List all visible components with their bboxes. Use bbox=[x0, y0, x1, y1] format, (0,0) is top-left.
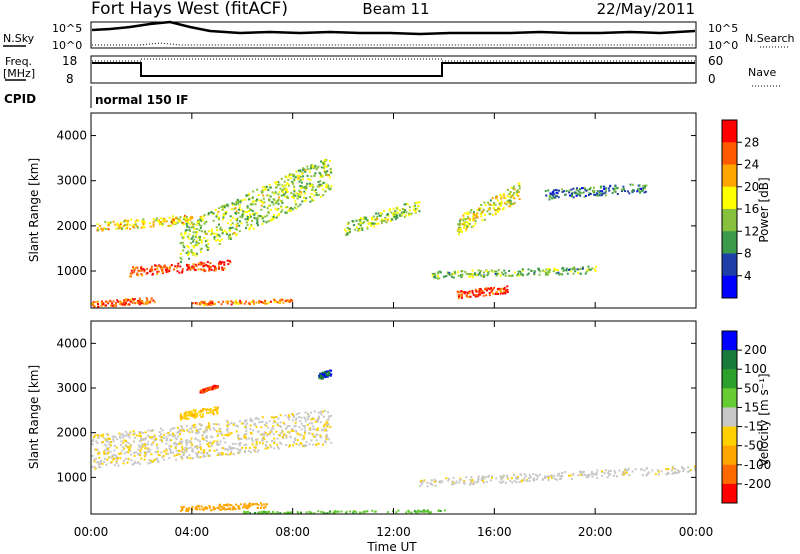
power-ytick-label: 4000 bbox=[56, 129, 87, 143]
velocity-ytick-label: 1000 bbox=[56, 470, 87, 484]
xtick-label: 16:00 bbox=[477, 525, 512, 539]
beam-label: Beam 11 bbox=[362, 0, 429, 18]
velocity-panel: Slant Range [km] 1000 2000 3000 4000 bbox=[27, 320, 697, 515]
freq-panel: Freq. [MHz] 18 8 60 0 Nave bbox=[3, 54, 780, 87]
colorbar-tick-label: -100 bbox=[744, 458, 771, 472]
velocity-ytick-label: 2000 bbox=[56, 426, 87, 440]
xtick-label: 08:00 bbox=[275, 525, 310, 539]
nave-label: Nave bbox=[748, 66, 776, 79]
nave-tick-0: 0 bbox=[708, 72, 716, 86]
nsky-trace bbox=[91, 20, 696, 36]
date-label: 22/May/2011 bbox=[597, 0, 695, 18]
velocity-colorbar-title: Velocity [m s⁻¹] bbox=[757, 373, 771, 466]
xlabel: Time UT bbox=[366, 540, 417, 554]
freq-tick-18: 18 bbox=[62, 54, 77, 68]
colorbar-tick-label: 200 bbox=[744, 343, 767, 357]
x-axis: 00:00 04:00 08:00 12:00 16:00 20:00 00:00 bbox=[74, 113, 714, 539]
colorbar-tick-label: 28 bbox=[744, 135, 759, 149]
velocity-ytick-label: 3000 bbox=[56, 381, 87, 395]
ylabel-power: Slant Range [km] bbox=[27, 158, 41, 262]
nave-tick-60: 60 bbox=[708, 54, 723, 68]
xtick-label: 04:00 bbox=[175, 525, 210, 539]
noise-tick-high: 10^5 bbox=[52, 22, 82, 35]
power-ytick-label: 3000 bbox=[56, 174, 87, 188]
noise-tick-high-right: 10^5 bbox=[708, 22, 738, 35]
colorbar-tick-label: 4 bbox=[744, 269, 752, 283]
noise-tick-low: 10^0 bbox=[52, 39, 82, 52]
colorbar-tick-label: 15 bbox=[744, 400, 759, 414]
freq-label: Freq. bbox=[5, 55, 32, 68]
power-colorbar: 28 24 20 16 12 8 4 Power [dB] bbox=[721, 119, 771, 299]
power-ytick-label: 1000 bbox=[56, 264, 87, 278]
cpid-value: normal 150 IF bbox=[95, 93, 189, 107]
freq-tick-8: 8 bbox=[66, 72, 74, 86]
nsearch-trace bbox=[92, 42, 695, 46]
velocity-ytick-label: 4000 bbox=[56, 336, 87, 350]
power-scatter bbox=[91, 158, 648, 308]
freq-trace bbox=[92, 62, 695, 77]
velocity-scatter bbox=[91, 369, 696, 514]
cpid-label: CPID bbox=[4, 92, 36, 106]
colorbar-tick-label: -200 bbox=[744, 477, 771, 491]
power-ytick-label: 2000 bbox=[56, 219, 87, 233]
colorbar-tick-label: 8 bbox=[744, 247, 752, 261]
power-panel: Slant Range [km] 1000 2000 3000 4000 bbox=[27, 112, 697, 309]
nsearch-label: N.Search bbox=[745, 32, 795, 45]
station-title: Fort Hays West (fitACF) bbox=[91, 0, 288, 19]
nsky-label: N.Sky bbox=[3, 32, 35, 45]
noise-panel: N.Sky 10^5 10^0 10^5 10^0 N.Search bbox=[3, 20, 795, 52]
freq-unit: [MHz] bbox=[3, 67, 35, 80]
colorbar-tick-label: 16 bbox=[744, 202, 759, 216]
nave-trace bbox=[92, 58, 695, 62]
colorbar-tick-label: 50 bbox=[744, 381, 759, 395]
colorbar-tick-label: -50 bbox=[744, 439, 764, 453]
xtick-label: 20:00 bbox=[578, 525, 613, 539]
xtick-label: 00:00 bbox=[679, 525, 714, 539]
colorbar-tick-label: 24 bbox=[744, 158, 759, 172]
noise-tick-low-right: 10^0 bbox=[708, 39, 738, 52]
xtick-label: 12:00 bbox=[376, 525, 411, 539]
xtick-label: 00:00 bbox=[74, 525, 109, 539]
power-colorbar-title: Power [dB] bbox=[757, 177, 771, 242]
colorbar-tick-label: 20 bbox=[744, 180, 759, 194]
ylabel-velocity: Slant Range [km] bbox=[27, 365, 41, 469]
colorbar-tick-label: 12 bbox=[744, 224, 759, 238]
colorbar-tick-label: -15 bbox=[744, 420, 764, 434]
colorbar-tick-label: 100 bbox=[744, 362, 767, 376]
velocity-colorbar: 200 100 50 15 -15 -50 -100 -200 Velocity [m s⁻¹… bbox=[721, 330, 771, 504]
